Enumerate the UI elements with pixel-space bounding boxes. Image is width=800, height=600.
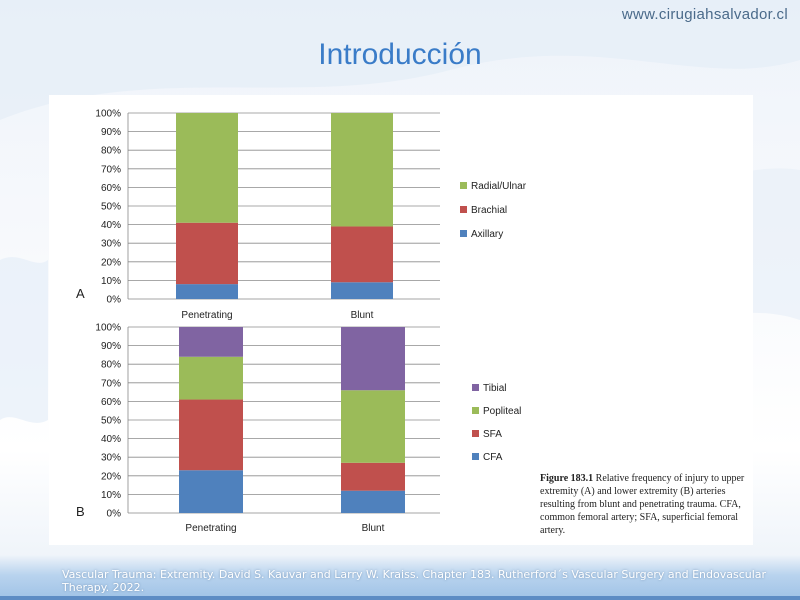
- chart-0-ytick-label: 100%: [95, 109, 121, 120]
- chart-1-legend-swatch: [472, 453, 479, 460]
- footer-band: [0, 555, 800, 600]
- chart-0-legend-label: Radial/Ulnar: [471, 181, 527, 192]
- chart-1-bar-penetrating-popliteal: [179, 356, 243, 400]
- chart-0-ytick-label: 30%: [101, 239, 121, 250]
- chart-0-ytick-label: 50%: [101, 202, 121, 213]
- chart-0-bar-penetrating-axillary: [176, 284, 238, 299]
- chart-1-ytick-label: 10%: [101, 490, 121, 501]
- chart-1-bar-blunt-cfa: [341, 490, 405, 513]
- chart-1-legend-swatch: [472, 430, 479, 437]
- chart-1-bar-penetrating-tibial: [179, 327, 243, 357]
- chart-1-legend-label: Tibial: [483, 383, 507, 394]
- chart-0-ytick-label: 80%: [101, 146, 121, 157]
- page-title: Introducción: [318, 38, 482, 71]
- chart-0-ytick-label: 20%: [101, 257, 121, 268]
- chart-0-category-label: Blunt: [351, 310, 374, 321]
- chart-0-legend-swatch: [460, 206, 467, 213]
- chart-1-legend-swatch: [472, 407, 479, 414]
- chart-0-bar-blunt-axillary: [331, 282, 393, 299]
- caption-label: Figure 183.1: [540, 473, 594, 484]
- chart-1-bar-penetrating-cfa: [179, 470, 243, 513]
- chart-1-legend-swatch: [472, 384, 479, 391]
- chart-1-ytick-label: 50%: [101, 416, 121, 427]
- chart-0-ytick-label: 0%: [107, 295, 122, 306]
- chart-1-ytick-label: 40%: [101, 434, 121, 445]
- chart-0-bar-penetrating-brachial: [176, 222, 238, 285]
- chart-1-bar-penetrating-sfa: [179, 399, 243, 471]
- chart-0-legend-label: Axillary: [471, 229, 503, 240]
- chart-0-bar-blunt-radial-ulnar: [331, 113, 393, 227]
- chart-1-bar-blunt-sfa: [341, 462, 405, 491]
- chart-0-legend-label: Brachial: [471, 205, 507, 216]
- caption-text: Relative frequency of injury to upper ex…: [540, 473, 745, 536]
- chart-0-category-label: Penetrating: [181, 310, 232, 321]
- chart-1-panel-label: B: [76, 504, 85, 519]
- chart-1-category-label: Blunt: [362, 523, 385, 534]
- footer-citation: Vascular Trauma: Extremity. David S. Kau…: [62, 568, 767, 594]
- chart-0-ytick-label: 10%: [101, 276, 121, 287]
- chart-1-legend-label: CFA: [483, 452, 503, 463]
- chart-1-ytick-label: 0%: [107, 509, 122, 520]
- chart-0-bar-penetrating-radial-ulnar: [176, 113, 238, 223]
- site-url: www.cirugiahsalvador.cl: [621, 6, 788, 23]
- chart-1-ytick-label: 20%: [101, 471, 121, 482]
- chart-0-ytick-label: 60%: [101, 183, 121, 194]
- chart-1-ytick-label: 90%: [101, 341, 121, 352]
- figure-caption: Figure 183.1 Relative frequency of injur…: [540, 472, 748, 537]
- chart-0-ytick-label: 40%: [101, 220, 121, 231]
- chart-1-ytick-label: 60%: [101, 397, 121, 408]
- chart-1-ytick-label: 30%: [101, 453, 121, 464]
- chart-0-ytick-label: 90%: [101, 127, 121, 138]
- chart-1-ytick-label: 70%: [101, 378, 121, 389]
- chart-1-bar-blunt-tibial: [341, 327, 405, 391]
- chart-0-ytick-label: 70%: [101, 164, 121, 175]
- chart-0-legend-swatch: [460, 230, 467, 237]
- chart-0-legend-swatch: [460, 182, 467, 189]
- bottom-accent-line: [0, 596, 800, 600]
- chart-0-bar-blunt-brachial: [331, 226, 393, 283]
- chart-1-legend-label: SFA: [483, 429, 502, 440]
- chart-0-panel-label: A: [76, 286, 85, 301]
- chart-1-ytick-label: 80%: [101, 360, 121, 371]
- chart-1-category-label: Penetrating: [185, 523, 236, 534]
- chart-1-legend-label: Popliteal: [483, 406, 521, 417]
- chart-1-bar-blunt-popliteal: [341, 390, 405, 463]
- chart-1-ytick-label: 100%: [95, 323, 121, 334]
